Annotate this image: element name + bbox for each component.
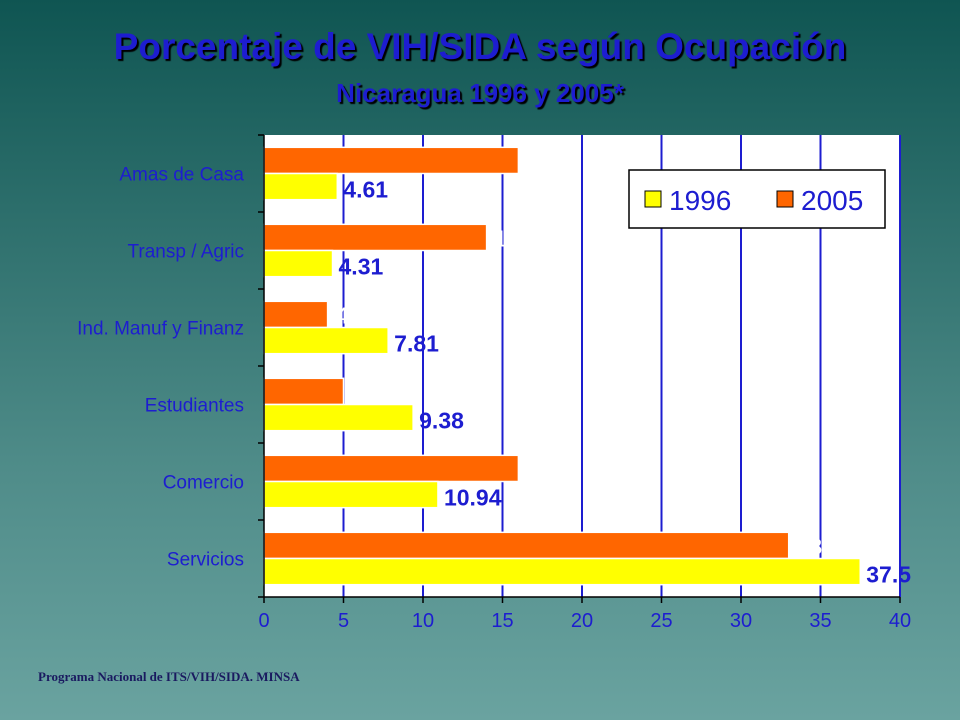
data-label-1996: 9.38 <box>419 408 464 434</box>
bar-2005 <box>263 300 329 329</box>
data-label-1996: 37.5 <box>866 562 911 588</box>
legend-swatch-2005 <box>776 190 794 208</box>
chart-subtitle: Nicaragua 1996 y 2005* <box>336 78 624 108</box>
legend: 1996 2005 <box>628 169 886 229</box>
bar-1996 <box>263 172 339 201</box>
category-label: Estudiantes <box>145 396 244 417</box>
data-label-2005: 14 <box>495 226 521 252</box>
bar-1996 <box>263 249 334 278</box>
category-label: Servicios <box>167 550 244 571</box>
bar-2005 <box>263 377 345 406</box>
data-label-2005: 33 <box>797 534 823 560</box>
data-label-1996: 4.61 <box>343 177 388 203</box>
data-label-1996: 4.31 <box>339 254 384 280</box>
data-label-2005: 4 <box>336 303 349 329</box>
bar-1996 <box>263 403 414 432</box>
category-label: Transp / Agric <box>127 242 244 263</box>
axes: 0 5 10 15 20 25 30 35 40 Amas de Casa Transp / Agr… <box>77 134 911 632</box>
x-tick-label: 10 <box>412 610 434 632</box>
data-labels: 16 4.61 14 4.31 4 7.81 5 9.38 16 10.94 33 37.5 <box>336 149 912 588</box>
category-label: Ind. Manuf y Finanz <box>77 319 244 340</box>
x-tick-label: 40 <box>889 610 911 632</box>
x-tick-label: 0 <box>258 610 269 632</box>
x-tick-label: 20 <box>571 610 593 632</box>
x-tick-label: 25 <box>650 610 672 632</box>
bar-1996 <box>263 480 439 509</box>
x-tick-label: 15 <box>491 610 513 632</box>
x-tick-label: 5 <box>338 610 349 632</box>
x-tick-label: 35 <box>809 610 831 632</box>
data-label-1996: 7.81 <box>394 331 439 357</box>
data-label-2005: 16 <box>526 149 552 175</box>
bar-1996 <box>263 326 389 355</box>
data-label-2005: 16 <box>526 457 552 483</box>
bars <box>263 146 861 586</box>
bar-2005 <box>263 531 790 560</box>
category-label: Comercio <box>163 473 244 494</box>
source-note: Programa Nacional de ITS/VIH/SIDA. MINSA <box>38 669 300 684</box>
bar-2005 <box>263 146 520 175</box>
bar-1996 <box>263 557 861 586</box>
x-tick-label: 30 <box>730 610 752 632</box>
legend-label-1996: 1996 <box>669 185 731 216</box>
legend-box <box>628 169 886 229</box>
legend-label-2005: 2005 <box>801 185 863 216</box>
data-label-1996: 10.94 <box>444 485 502 511</box>
legend-swatch-1996 <box>644 190 662 208</box>
bar-2005 <box>263 454 520 483</box>
category-label: Amas de Casa <box>119 165 244 186</box>
chart-title: Porcentaje de VIH/SIDA según Ocupación <box>113 26 847 67</box>
bar-2005 <box>263 223 488 252</box>
data-label-2005: 5 <box>352 380 365 406</box>
